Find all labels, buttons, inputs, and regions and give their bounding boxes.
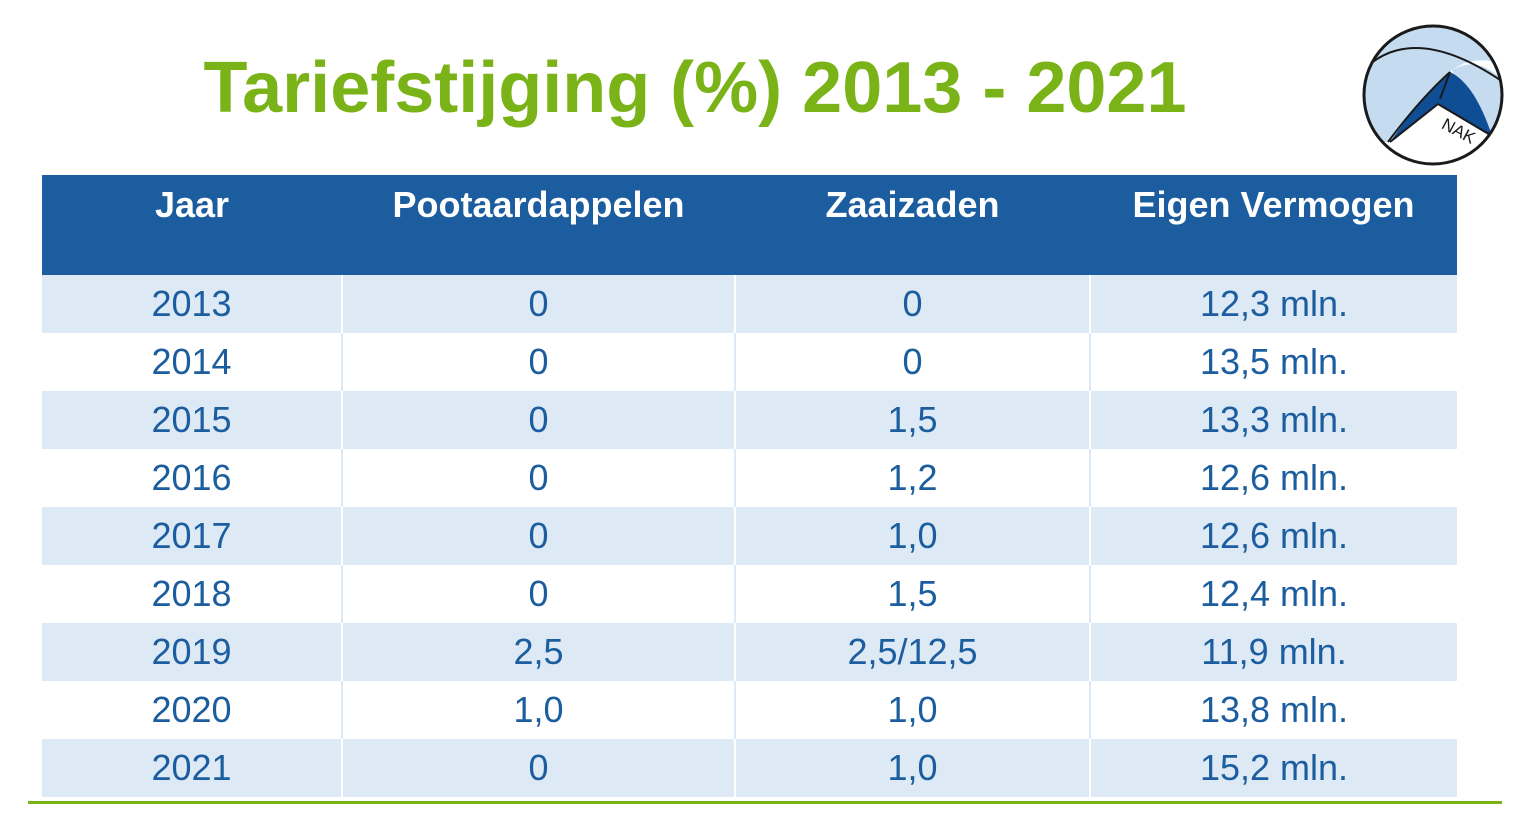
cell-zaaizaden: 0 (734, 275, 1090, 333)
footer-divider (28, 801, 1502, 804)
cell-year: 2016 (42, 449, 342, 507)
table-row: 2016 0 1,2 12,6 mln. (42, 449, 1457, 507)
cell-pootaardappelen: 0 (341, 391, 735, 449)
cell-eigen-vermogen: 15,2 mln. (1089, 739, 1457, 797)
cell-zaaizaden: 2,5/12,5 (734, 623, 1090, 681)
cell-eigen-vermogen: 13,3 mln. (1089, 391, 1457, 449)
cell-zaaizaden: 1,2 (734, 449, 1090, 507)
table-row: 2019 2,5 2,5/12,5 11,9 mln. (42, 623, 1457, 681)
header-jaar: Jaar (42, 175, 342, 275)
nak-logo: NAK (1362, 24, 1504, 166)
table-row: 2015 0 1,5 13,3 mln. (42, 391, 1457, 449)
cell-eigen-vermogen: 13,8 mln. (1089, 681, 1457, 739)
cell-pootaardappelen: 0 (341, 449, 735, 507)
cell-year: 2014 (42, 333, 342, 391)
cell-year: 2020 (42, 681, 342, 739)
cell-eigen-vermogen: 12,4 mln. (1089, 565, 1457, 623)
cell-pootaardappelen: 0 (341, 333, 735, 391)
cell-pootaardappelen: 0 (341, 739, 735, 797)
header-pootaardappelen: Pootaardappelen (342, 175, 735, 275)
cell-eigen-vermogen: 13,5 mln. (1089, 333, 1457, 391)
cell-pootaardappelen: 1,0 (341, 681, 735, 739)
cell-year: 2019 (42, 623, 342, 681)
cell-zaaizaden: 1,0 (734, 507, 1090, 565)
cell-year: 2018 (42, 565, 342, 623)
cell-pootaardappelen: 0 (341, 275, 735, 333)
cell-pootaardappelen: 0 (341, 565, 735, 623)
cell-zaaizaden: 0 (734, 333, 1090, 391)
cell-year: 2013 (42, 275, 342, 333)
cell-pootaardappelen: 0 (341, 507, 735, 565)
page-title: Tariefstijging (%) 2013 - 2021 (203, 48, 1187, 128)
table-row: 2017 0 1,0 12,6 mln. (42, 507, 1457, 565)
header-eigen-vermogen: Eigen Vermogen (1090, 175, 1457, 275)
cell-eigen-vermogen: 12,6 mln. (1089, 507, 1457, 565)
cell-year: 2021 (42, 739, 342, 797)
cell-year: 2015 (42, 391, 342, 449)
cell-zaaizaden: 1,0 (734, 681, 1090, 739)
table-row: 2014 0 0 13,5 mln. (42, 333, 1457, 391)
table-row: 2021 0 1,0 15,2 mln. (42, 739, 1457, 797)
table-row: 2013 0 0 12,3 mln. (42, 275, 1457, 333)
cell-eigen-vermogen: 11,9 mln. (1089, 623, 1457, 681)
cell-zaaizaden: 1,5 (734, 565, 1090, 623)
table-row: 2018 0 1,5 12,4 mln. (42, 565, 1457, 623)
header-zaaizaden: Zaaizaden (735, 175, 1090, 275)
cell-pootaardappelen: 2,5 (341, 623, 735, 681)
cell-eigen-vermogen: 12,6 mln. (1089, 449, 1457, 507)
tariff-table: Jaar Pootaardappelen Zaaizaden Eigen Ver… (42, 175, 1457, 797)
table-header-row: Jaar Pootaardappelen Zaaizaden Eigen Ver… (42, 175, 1457, 275)
cell-year: 2017 (42, 507, 342, 565)
cell-zaaizaden: 1,5 (734, 391, 1090, 449)
cell-zaaizaden: 1,0 (734, 739, 1090, 797)
cell-eigen-vermogen: 12,3 mln. (1089, 275, 1457, 333)
table-row: 2020 1,0 1,0 13,8 mln. (42, 681, 1457, 739)
